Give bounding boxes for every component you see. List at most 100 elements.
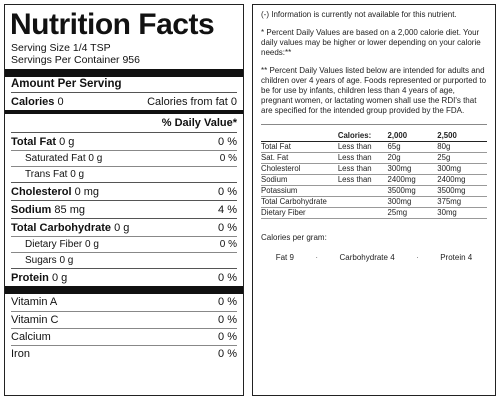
table-cell-name: Sodium bbox=[261, 174, 338, 186]
divider bbox=[261, 124, 487, 125]
table-row: Sat. Fat Less than 20g 25g bbox=[261, 152, 487, 164]
vitamin-dv: 0 % bbox=[218, 296, 237, 308]
nutrient-name: Trans Fat bbox=[25, 169, 68, 180]
nutrient-amount: 0 g bbox=[88, 153, 103, 164]
nutrient-name: Cholesterol bbox=[11, 186, 72, 198]
table-cell-qual bbox=[337, 185, 388, 197]
separator-dot: · bbox=[416, 253, 419, 262]
nutrient-amount: 0 g bbox=[51, 272, 68, 284]
table-cell-name: Dietary Fiber bbox=[261, 207, 338, 219]
nutrient-row: Total Fat 0 g 0 % bbox=[11, 132, 237, 150]
table-cell-c1: 2400mg bbox=[387, 174, 438, 186]
table-cell-qual: Less than bbox=[337, 141, 388, 153]
rdi-note: ** Percent Daily Values listed below are… bbox=[261, 66, 487, 115]
calories-row: Calories 0 Calories from fat 0 bbox=[11, 92, 237, 110]
table-cell-name: Cholesterol bbox=[261, 163, 338, 175]
nutrient-amount: 0 g bbox=[114, 222, 130, 234]
table-row: Total Carbohydrate 300mg 375mg bbox=[261, 196, 487, 208]
calories-2500: 2,500 bbox=[437, 131, 487, 142]
nutrient-list: Total Fat 0 g 0 % Saturated Fat 0 g 0 % Tran… bbox=[11, 132, 237, 286]
table-cell-name: Sat. Fat bbox=[261, 152, 338, 164]
calories-header: Calories: bbox=[337, 131, 388, 142]
table-cell-c2: 375mg bbox=[437, 196, 487, 208]
vitamin-row: Iron 0 % bbox=[11, 345, 237, 362]
nutrient-amount: 85 mg bbox=[54, 204, 85, 216]
nutrient-row: Dietary Fiber 0 g 0 % bbox=[11, 236, 237, 252]
nutrient-amount: 0 g bbox=[85, 239, 99, 250]
vitamin-name: Calcium bbox=[11, 331, 51, 343]
table-cell-c2: 300mg bbox=[437, 163, 487, 175]
nutrition-label: Nutrition Facts Serving Size 1/4 TSP Ser… bbox=[4, 4, 244, 396]
nutrient-name: Total Fat bbox=[11, 136, 57, 148]
nutrient-row: Total Carbohydrate 0 g 0 % bbox=[11, 218, 237, 236]
calories-from-fat-value: 0 bbox=[230, 96, 237, 108]
nutrient-dv: 0 % bbox=[218, 272, 237, 284]
calories-value: 0 bbox=[57, 96, 64, 108]
table-cell-c2: 3500mg bbox=[437, 185, 487, 197]
divider-thick bbox=[5, 69, 243, 77]
nutrient-name: Total Carbohydrate bbox=[11, 222, 112, 234]
table-cell-c2: 30mg bbox=[437, 207, 487, 219]
nutrient-row: Trans Fat 0 g bbox=[11, 166, 237, 182]
calories-per-gram-values: Fat 9 · Carbohydrate 4 · Protein 4 bbox=[261, 253, 487, 263]
vitamin-name: Vitamin A bbox=[11, 296, 58, 308]
calories-per-gram-label: Calories per gram: bbox=[261, 233, 327, 242]
table-cell-qual: Less than bbox=[337, 163, 388, 175]
vitamin-row: Calcium 0 % bbox=[11, 328, 237, 345]
nutrient-row: Sugars 0 g bbox=[11, 252, 237, 268]
table-cell-c2: 25g bbox=[437, 152, 487, 164]
table-cell-c1: 25mg bbox=[387, 207, 438, 219]
nutrient-dv: 0 % bbox=[219, 239, 237, 250]
per-gram-item: Fat 9 bbox=[275, 253, 294, 262]
vitamin-list: Vitamin A 0 % Vitamin C 0 % Calcium 0 % Iron 0 … bbox=[11, 294, 237, 362]
table-cell-qual bbox=[337, 207, 388, 219]
nutrient-amount: 0 mg bbox=[74, 186, 100, 198]
vitamin-dv: 0 % bbox=[218, 331, 237, 343]
nutrient-dv: 0 % bbox=[218, 136, 237, 148]
table-cell-c1: 20g bbox=[387, 152, 438, 164]
table-cell-qual bbox=[337, 196, 388, 208]
table-cell-name: Total Carbohydrate bbox=[261, 196, 338, 208]
nutrient-name: Protein bbox=[11, 272, 49, 284]
table-cell-c1: 65g bbox=[387, 141, 438, 153]
vitamin-name: Vitamin C bbox=[11, 314, 59, 326]
nutrient-row: Saturated Fat 0 g 0 % bbox=[11, 150, 237, 166]
calories-2000: 2,000 bbox=[387, 131, 438, 142]
nutrient-dv: 4 % bbox=[218, 204, 237, 216]
vitamin-row: Vitamin C 0 % bbox=[11, 311, 237, 328]
table-row: Sodium Less than 2400mg 2400mg bbox=[261, 174, 487, 186]
daily-value-header: % Daily Value* bbox=[161, 117, 237, 129]
nutrient-amount: 0 g bbox=[59, 136, 75, 148]
per-gram-item: Carbohydrate 4 bbox=[339, 253, 395, 262]
nutrient-row: Cholesterol 0 mg 0 % bbox=[11, 182, 237, 200]
vitamin-dv: 0 % bbox=[218, 314, 237, 326]
nutrient-row: Protein 0 g 0 % bbox=[11, 268, 237, 286]
nutrient-row: Sodium 85 mg 4 % bbox=[11, 200, 237, 218]
table-cell-c1: 300mg bbox=[387, 196, 438, 208]
calories-label: Calories bbox=[11, 96, 55, 108]
serving-size: Serving Size 1/4 TSP bbox=[11, 42, 111, 54]
table-cell-c1: 3500mg bbox=[387, 185, 438, 197]
vitamin-name: Iron bbox=[11, 348, 30, 360]
table-cell-name: Total Fat bbox=[261, 141, 338, 153]
table-cell-c2: 80g bbox=[437, 141, 487, 153]
servings-per-container: Servings Per Container 956 bbox=[11, 54, 140, 66]
daily-values-table: Calories: 2,000 2,500 Total Fat Less than… bbox=[261, 131, 487, 219]
table-header-row: Calories: 2,000 2,500 bbox=[261, 131, 487, 142]
nutrient-dv: 0 % bbox=[218, 222, 237, 234]
footnote-panel: (-) Information is currently not availab… bbox=[252, 4, 496, 396]
amount-per-serving: Amount Per Serving bbox=[11, 78, 122, 90]
table-row: Dietary Fiber 25mg 30mg bbox=[261, 207, 487, 219]
nutrient-amount: 0 g bbox=[70, 169, 85, 180]
percent-dv-note: * Percent Daily Values are based on a 2,… bbox=[261, 28, 481, 57]
nutrient-name: Dietary Fiber bbox=[25, 239, 83, 250]
table-cell-c2: 2400mg bbox=[437, 174, 487, 186]
nutrient-name: Sugars bbox=[25, 255, 57, 266]
label-title: Nutrition Facts bbox=[10, 8, 215, 41]
vitamin-row: Vitamin A 0 % bbox=[11, 294, 237, 311]
nutrient-dv: 0 % bbox=[219, 153, 237, 164]
info-unavailable-note: (-) Information is currently not availab… bbox=[261, 10, 457, 19]
table-cell-name: Potassium bbox=[261, 185, 338, 197]
calories-from-fat-label: Calories from fat bbox=[147, 96, 228, 108]
divider-medium bbox=[5, 110, 243, 114]
